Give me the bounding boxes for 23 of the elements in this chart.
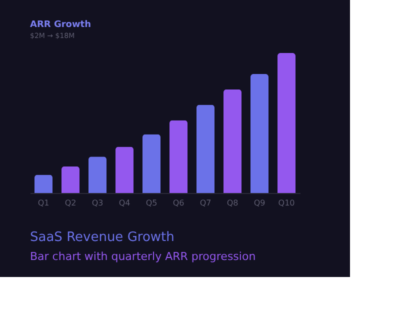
bar: [224, 89, 242, 193]
bar: [250, 74, 268, 193]
x-tick-label: Q3: [92, 198, 104, 208]
x-tick-label: Q10: [278, 198, 295, 208]
x-tick-label: Q5: [146, 198, 158, 208]
bar: [170, 120, 188, 193]
bar: [278, 53, 296, 193]
text: Bar chart with quarterly ARR progression: [30, 250, 256, 263]
bar: [62, 166, 80, 193]
x-tick-label: Q2: [64, 198, 76, 208]
x-tick-label: Q1: [38, 198, 50, 208]
bar: [88, 156, 106, 193]
x-tick-label: Q7: [200, 198, 212, 208]
x-tick-label: Q8: [226, 198, 238, 208]
x-tick-label: Q6: [172, 198, 184, 208]
x-tick-label: Q4: [118, 198, 130, 208]
bar: [196, 104, 214, 193]
bar: [116, 146, 134, 193]
text: SaaS Revenue Growth: [30, 230, 174, 245]
bar: [142, 134, 160, 193]
x-tick-label: Q9: [254, 198, 266, 208]
chart-title: ARR Growth: [30, 20, 91, 30]
bar: [34, 174, 52, 193]
